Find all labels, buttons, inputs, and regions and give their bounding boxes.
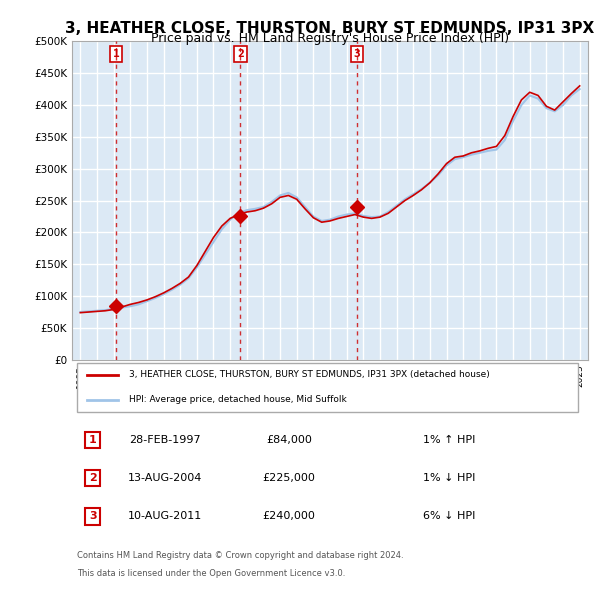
Text: 1: 1 [89,435,97,445]
Text: 13-AUG-2004: 13-AUG-2004 [128,473,202,483]
Text: 3, HEATHER CLOSE, THURSTON, BURY ST EDMUNDS, IP31 3PX: 3, HEATHER CLOSE, THURSTON, BURY ST EDMU… [65,21,595,35]
Text: Price paid vs. HM Land Registry's House Price Index (HPI): Price paid vs. HM Land Registry's House … [151,32,509,45]
Text: 3, HEATHER CLOSE, THURSTON, BURY ST EDMUNDS, IP31 3PX (detached house): 3, HEATHER CLOSE, THURSTON, BURY ST EDMU… [129,370,490,379]
Text: 1% ↑ HPI: 1% ↑ HPI [423,435,475,445]
Text: HPI: Average price, detached house, Mid Suffolk: HPI: Average price, detached house, Mid … [129,395,347,404]
Text: 6% ↓ HPI: 6% ↓ HPI [423,512,475,522]
Text: This data is licensed under the Open Government Licence v3.0.: This data is licensed under the Open Gov… [77,569,346,578]
Text: 3: 3 [89,512,97,522]
Text: £240,000: £240,000 [262,512,315,522]
Text: £84,000: £84,000 [266,435,311,445]
FancyBboxPatch shape [77,362,578,412]
Text: 28-FEB-1997: 28-FEB-1997 [129,435,200,445]
Text: £225,000: £225,000 [262,473,315,483]
Text: 2: 2 [237,49,244,59]
Text: Contains HM Land Registry data © Crown copyright and database right 2024.: Contains HM Land Registry data © Crown c… [77,551,404,560]
Text: 1% ↓ HPI: 1% ↓ HPI [423,473,475,483]
Text: 2: 2 [89,473,97,483]
Text: 3: 3 [353,49,361,59]
Text: 10-AUG-2011: 10-AUG-2011 [128,512,202,522]
Text: 1: 1 [113,49,119,59]
